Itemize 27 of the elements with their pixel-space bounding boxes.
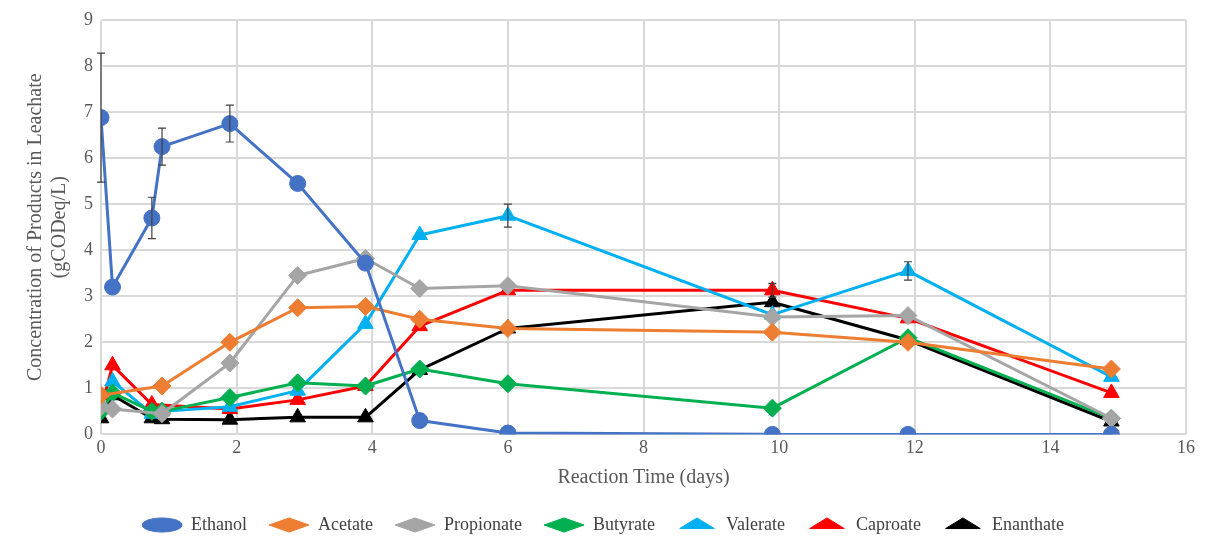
x-axis-title: Reaction Time (days) bbox=[557, 465, 730, 489]
legend-label: Ethanol bbox=[191, 513, 248, 534]
y-tick-label: 3 bbox=[84, 285, 93, 305]
y-tick-label: 9 bbox=[84, 8, 93, 29]
x-tick-label: 8 bbox=[639, 436, 648, 457]
legend-label: Acetate bbox=[318, 513, 374, 534]
x-tick-label: 16 bbox=[1177, 436, 1195, 457]
x-tick-label: 12 bbox=[905, 436, 924, 457]
x-tick-label: 4 bbox=[367, 436, 377, 457]
y-tick-label: 8 bbox=[84, 54, 93, 75]
y-tick-label: 1 bbox=[84, 377, 93, 398]
legend-label: Valerate bbox=[726, 513, 785, 534]
y-axis-title: Concentration of Products in Leachate (gCODeq/L) bbox=[23, 73, 71, 382]
y-tick-label: 2 bbox=[84, 331, 93, 352]
legend-label: Butyrate bbox=[593, 513, 656, 534]
y-tick-label: 6 bbox=[84, 146, 93, 167]
y-tick-label: 4 bbox=[84, 238, 93, 259]
x-tick-label: 6 bbox=[503, 436, 513, 457]
y-tick-label: 5 bbox=[84, 192, 93, 213]
x-tick-label: 10 bbox=[770, 436, 789, 457]
x-tick-label: 2 bbox=[232, 436, 242, 457]
legend-label: Enanthate bbox=[991, 513, 1064, 534]
legend-label: Propionate bbox=[444, 513, 523, 534]
y-tick-label: 7 bbox=[84, 100, 93, 121]
y-tick-label: 0 bbox=[84, 423, 93, 444]
legend-label: Caproate bbox=[855, 513, 921, 534]
x-tick-label: 14 bbox=[1041, 436, 1060, 457]
